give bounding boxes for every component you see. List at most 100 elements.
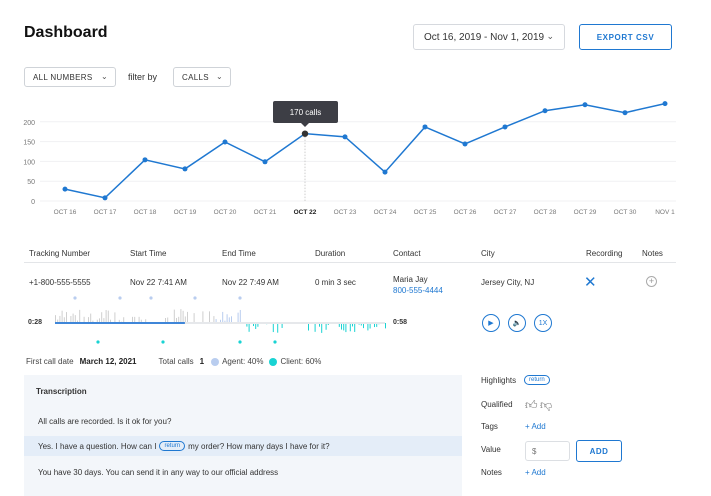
chevron-down-icon: ⌄ bbox=[546, 31, 554, 41]
x-tick-label: OCT 21 bbox=[254, 209, 277, 216]
agent-wave-bar bbox=[107, 310, 109, 323]
header-start-time: Start Time bbox=[130, 249, 167, 258]
total-time: 0:58 bbox=[393, 319, 408, 326]
agent-marker[interactable] bbox=[149, 296, 153, 300]
agent-wave-bar bbox=[202, 311, 204, 323]
header-tracking-number: Tracking Number bbox=[29, 249, 91, 258]
progress-track[interactable] bbox=[55, 322, 385, 324]
volume-button[interactable]: 🔈 bbox=[508, 314, 526, 332]
agent-wave-bar bbox=[228, 317, 230, 323]
table-header-divider bbox=[24, 262, 676, 263]
data-point bbox=[622, 110, 628, 116]
client-wave-bar bbox=[281, 323, 283, 328]
chart-tooltip: 170 calls bbox=[273, 101, 338, 123]
city: Jersey City, NJ bbox=[481, 278, 535, 287]
audio-waveform[interactable] bbox=[50, 292, 390, 348]
add-value-button[interactable]: ADD bbox=[576, 440, 622, 462]
data-point bbox=[182, 166, 188, 172]
agent-wave-bar bbox=[167, 317, 169, 323]
client-wave-bar bbox=[255, 323, 257, 330]
agent-wave-bar bbox=[182, 310, 184, 323]
play-button[interactable]: ▶ bbox=[482, 314, 500, 332]
agent-marker[interactable] bbox=[238, 296, 242, 300]
type-select[interactable]: CALLS ⌄ bbox=[173, 67, 231, 87]
x-tick-label: OCT 22 bbox=[294, 209, 317, 216]
client-wave-bar bbox=[248, 323, 250, 332]
close-recording-icon[interactable]: ✕ bbox=[584, 274, 597, 291]
duration: 0 min 3 sec bbox=[315, 278, 356, 287]
add-tag-link[interactable]: + Add bbox=[525, 422, 546, 431]
play-icon: ▶ bbox=[488, 320, 494, 327]
speed-button[interactable]: 1X bbox=[534, 314, 552, 332]
transcription-title: Transcription bbox=[36, 387, 87, 396]
current-time: 0:28 bbox=[28, 319, 43, 326]
keyword-tag[interactable]: return bbox=[159, 441, 186, 451]
agent-wave-bar bbox=[138, 316, 140, 323]
header-contact: Contact bbox=[393, 249, 421, 258]
agent-wave-bar bbox=[237, 312, 239, 323]
add-note-icon[interactable]: + bbox=[646, 276, 657, 287]
y-tick-label: 200 bbox=[23, 120, 35, 127]
header-end-time: End Time bbox=[222, 249, 256, 258]
data-point bbox=[102, 195, 108, 201]
value-input[interactable] bbox=[525, 441, 570, 461]
y-tick-label: 100 bbox=[23, 159, 35, 166]
client-wave-bar bbox=[321, 323, 323, 333]
agent-wave-bar bbox=[220, 319, 221, 323]
header-city: City bbox=[481, 249, 495, 258]
numbers-select[interactable]: ALL NUMBERS ⌄ bbox=[24, 67, 116, 87]
agent-wave-bar bbox=[118, 319, 120, 323]
x-tick-label: OCT 23 bbox=[334, 209, 357, 216]
agent-marker[interactable] bbox=[118, 296, 122, 300]
page-title: Dashboard bbox=[24, 24, 108, 41]
agent-wave-bar bbox=[209, 311, 210, 323]
agent-marker[interactable] bbox=[193, 296, 197, 300]
x-tick-label: OCT 19 bbox=[174, 209, 197, 216]
client-wave-bar bbox=[338, 323, 340, 327]
y-tick-label: 150 bbox=[23, 140, 35, 147]
data-point bbox=[342, 134, 348, 140]
data-point bbox=[462, 141, 468, 147]
agent-wave-bar bbox=[77, 320, 78, 323]
client-marker[interactable] bbox=[238, 340, 242, 344]
export-csv-button[interactable]: EXPORT CSV bbox=[579, 24, 672, 50]
header-duration: Duration bbox=[315, 249, 346, 258]
first-call-label: First call date bbox=[26, 357, 74, 366]
chevron-down-icon: ⌄ bbox=[215, 72, 223, 81]
agent-wave-bar bbox=[145, 319, 147, 323]
client-wave-bar bbox=[363, 323, 364, 329]
agent-wave-bar bbox=[226, 314, 228, 323]
agent-marker[interactable] bbox=[73, 296, 77, 300]
client-marker[interactable] bbox=[96, 340, 100, 344]
contact-phone-link[interactable]: 800-555-4444 bbox=[393, 286, 443, 295]
highlight-tag[interactable]: return bbox=[524, 375, 550, 385]
agent-wave-bar bbox=[178, 316, 180, 323]
agent-wave-bar bbox=[74, 315, 76, 323]
date-range-value: Oct 16, 2019 - Nov 1, 2019 bbox=[424, 31, 545, 43]
x-tick-label: OCT 25 bbox=[414, 209, 437, 216]
agent-wave-bar bbox=[165, 317, 166, 323]
agent-share: Agent: 40% bbox=[222, 357, 264, 366]
client-wave-bar bbox=[277, 323, 279, 333]
agent-wave-bar bbox=[99, 318, 100, 323]
total-calls-value: 1 bbox=[199, 357, 205, 366]
data-point bbox=[662, 101, 668, 107]
date-range-picker[interactable]: Oct 16, 2019 - Nov 1, 2019 ⌄ bbox=[413, 24, 565, 50]
client-marker[interactable] bbox=[273, 340, 277, 344]
agent-wave-bar bbox=[184, 316, 186, 323]
client-wave-bar bbox=[374, 323, 375, 328]
type-select-value: CALLS bbox=[182, 72, 209, 82]
client-wave-bar bbox=[349, 323, 351, 332]
data-point bbox=[301, 130, 309, 137]
thumbs-up-icon[interactable]: 👍︎ bbox=[525, 398, 538, 412]
agent-wave-bar bbox=[101, 312, 103, 323]
agent-wave-bar bbox=[187, 311, 188, 323]
client-wave-bar bbox=[367, 323, 369, 331]
agent-wave-bar bbox=[79, 309, 81, 323]
add-note-link[interactable]: + Add bbox=[525, 468, 546, 477]
value-label: Value bbox=[481, 445, 501, 454]
thumbs-down-icon[interactable]: 👎︎ bbox=[540, 398, 553, 412]
client-marker[interactable] bbox=[161, 340, 165, 344]
data-point bbox=[502, 124, 508, 130]
